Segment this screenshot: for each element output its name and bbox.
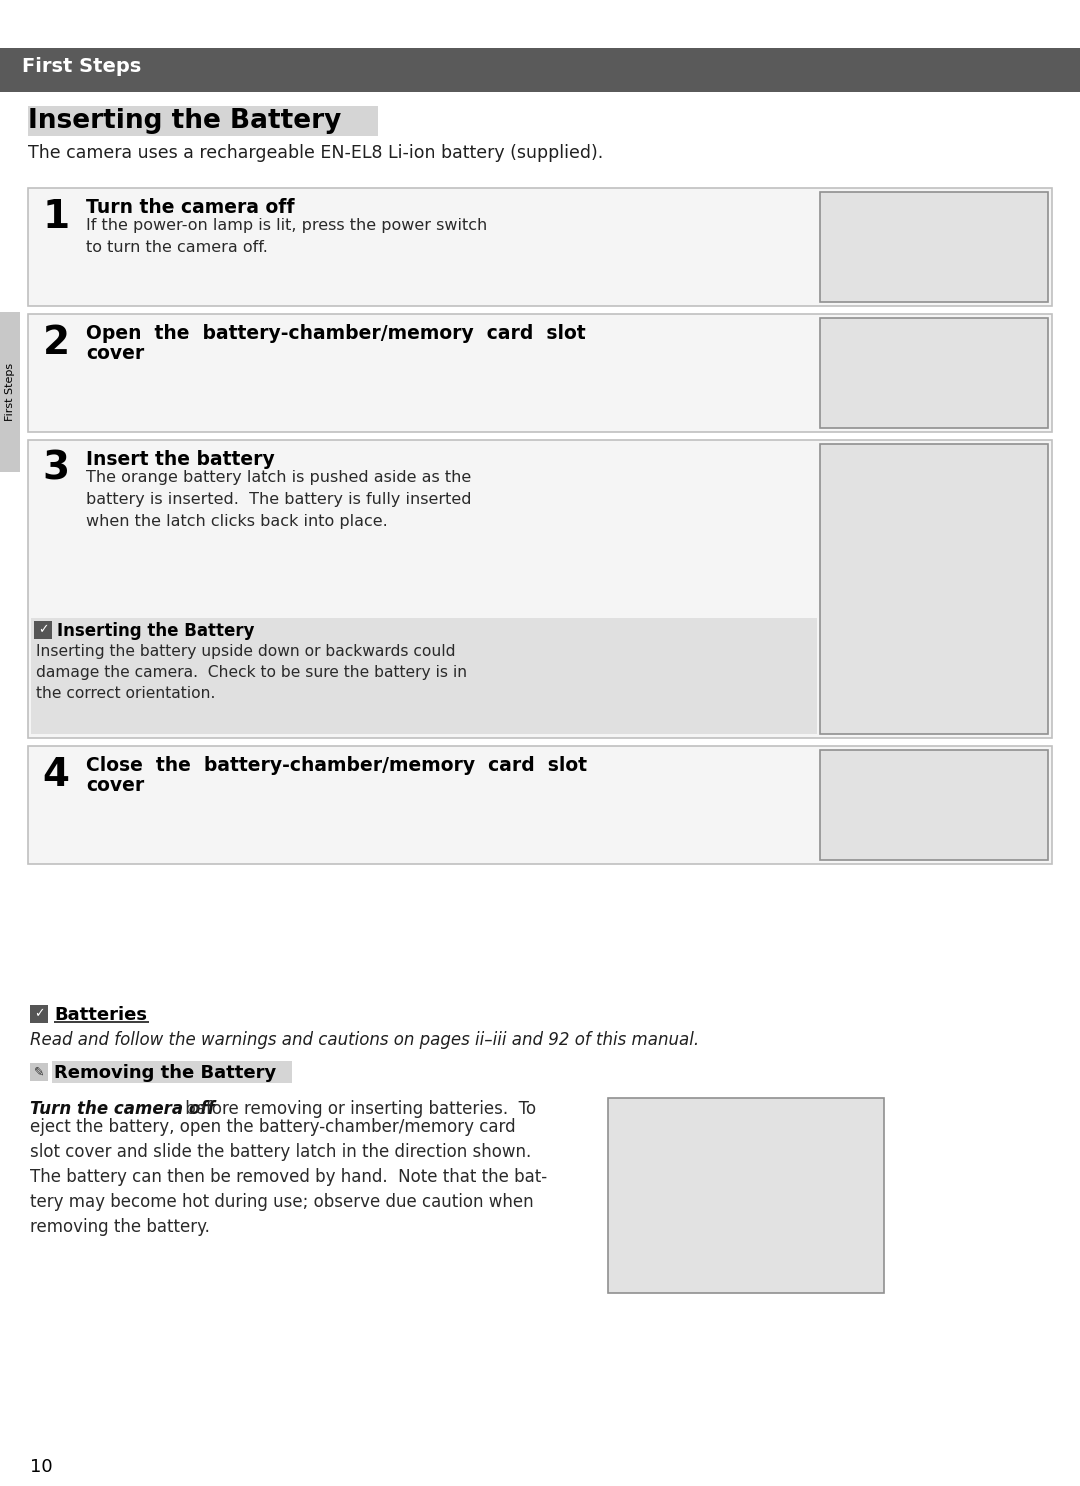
Text: 1: 1 (42, 198, 69, 236)
Text: 2: 2 (42, 324, 69, 363)
Text: Batteries: Batteries (54, 1006, 147, 1024)
Bar (820, 750, 1048, 860)
Text: Inserting the Battery: Inserting the Battery (57, 623, 255, 640)
Text: cover: cover (86, 776, 145, 795)
Bar (54, 1021, 149, 1022)
Text: 10: 10 (30, 1458, 53, 1476)
Bar (28, 440, 1052, 739)
Text: Removing the Battery: Removing the Battery (54, 1064, 276, 1082)
Bar (28, 746, 1052, 863)
Bar (28, 189, 1052, 306)
Text: before removing or inserting batteries.  To: before removing or inserting batteries. … (180, 1100, 536, 1117)
Text: Turn the camera off: Turn the camera off (30, 1100, 215, 1117)
Bar (30, 1062, 48, 1080)
Bar (52, 1061, 292, 1083)
Text: 4: 4 (42, 756, 69, 794)
Bar (0, 312, 21, 473)
Bar (28, 314, 1052, 432)
Text: Insert the battery: Insert the battery (86, 450, 274, 470)
Bar (0, 48, 1080, 92)
Bar (608, 1098, 885, 1293)
Bar (820, 318, 1048, 428)
Bar (31, 618, 816, 734)
Text: Turn the camera off: Turn the camera off (86, 198, 295, 217)
Text: ✎: ✎ (33, 1065, 44, 1079)
Bar (30, 1005, 48, 1022)
Text: The orange battery latch is pushed aside as the
battery is inserted.  The batter: The orange battery latch is pushed aside… (86, 470, 472, 529)
Text: The camera uses a rechargeable EN-EL8 Li-ion battery (supplied).: The camera uses a rechargeable EN-EL8 Li… (28, 144, 604, 162)
Text: 3: 3 (42, 450, 69, 487)
Text: ✓: ✓ (33, 1008, 44, 1021)
Text: First Steps: First Steps (22, 56, 141, 76)
Bar (820, 444, 1048, 734)
Text: cover: cover (86, 343, 145, 363)
Text: Close  the  battery-chamber/memory  card  slot: Close the battery-chamber/memory card sl… (86, 756, 588, 776)
Bar (28, 106, 378, 137)
Text: First Steps: First Steps (5, 363, 15, 421)
Text: Inserting the Battery: Inserting the Battery (28, 108, 341, 134)
Bar (33, 621, 52, 639)
Text: ✓: ✓ (38, 624, 49, 636)
Text: If the power-on lamp is lit, press the power switch
to turn the camera off.: If the power-on lamp is lit, press the p… (86, 218, 487, 256)
Text: Open  the  battery-chamber/memory  card  slot: Open the battery-chamber/memory card slo… (86, 324, 585, 343)
Text: eject the battery, open the battery-chamber/memory card
slot cover and slide the: eject the battery, open the battery-cham… (30, 1117, 548, 1236)
Bar (820, 192, 1048, 302)
Text: Inserting the battery upside down or backwards could
damage the camera.  Check t: Inserting the battery upside down or bac… (36, 643, 468, 701)
Text: Read and follow the warnings and cautions on pages ii–iii and 92 of this manual.: Read and follow the warnings and caution… (30, 1031, 699, 1049)
